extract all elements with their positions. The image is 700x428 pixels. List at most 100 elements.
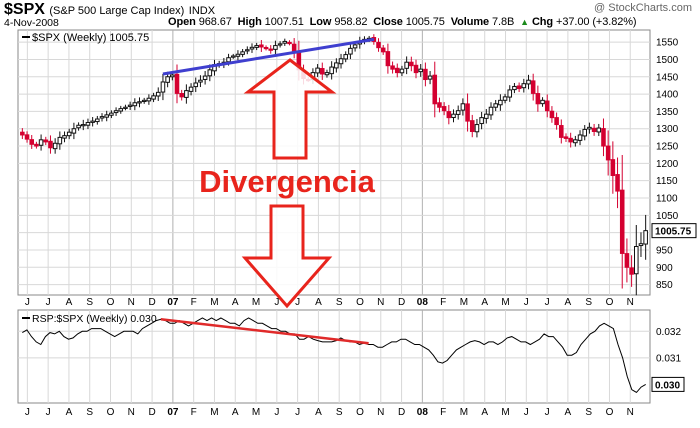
price-x-tick-label: A bbox=[66, 297, 73, 308]
price-last-value-box bbox=[651, 223, 697, 239]
rsp-x-tick-label: S bbox=[585, 407, 592, 418]
candle-body bbox=[437, 102, 442, 108]
candle-body bbox=[104, 114, 109, 118]
candle-body bbox=[512, 85, 517, 91]
exchange: INDX bbox=[188, 5, 216, 17]
candle-body bbox=[184, 90, 189, 98]
rsp-x-tick-label: A bbox=[481, 407, 488, 418]
candle-body bbox=[235, 53, 241, 57]
candle-body bbox=[151, 95, 156, 100]
candle-body bbox=[394, 67, 400, 74]
candle-body bbox=[38, 139, 44, 146]
rsp-x-tick-label: A bbox=[315, 407, 322, 418]
candle-body bbox=[66, 131, 72, 137]
price-y-tick-label: 1250 bbox=[656, 142, 679, 153]
price-x-tick-label: S bbox=[585, 297, 592, 308]
price-x-tick-label: J bbox=[46, 297, 51, 308]
rsp-legend-label: RSP:$SPX (Weekly) 0.030 bbox=[32, 313, 157, 325]
candle-body bbox=[577, 134, 583, 141]
high-value: 1007.51 bbox=[264, 16, 304, 28]
chg-arrow-icon: ▲ bbox=[520, 17, 529, 27]
candle-body bbox=[273, 45, 278, 50]
candle-body bbox=[99, 116, 105, 119]
rsp-x-tick-label: N bbox=[128, 407, 135, 418]
price-x-tick-label: M bbox=[460, 297, 468, 308]
candle-body bbox=[34, 143, 39, 147]
candle-body bbox=[174, 73, 180, 94]
candle-body bbox=[418, 68, 423, 73]
rsp-x-tick-label: 07 bbox=[167, 407, 179, 418]
candle-body bbox=[141, 99, 147, 103]
candle-body bbox=[432, 74, 438, 105]
price-trendline bbox=[162, 37, 375, 76]
candle-body bbox=[230, 55, 236, 58]
price-x-tick-label: N bbox=[627, 297, 634, 308]
price-y-tick-label: 1350 bbox=[656, 107, 679, 118]
rsp-y-tick-label: 0.032 bbox=[656, 327, 681, 338]
rsp-x-tick-label: J bbox=[295, 407, 300, 418]
candle-body bbox=[596, 127, 602, 133]
price-x-tick-label: D bbox=[398, 297, 405, 308]
candle-body bbox=[57, 136, 63, 145]
price-y-tick-label: 1500 bbox=[656, 55, 679, 66]
candle-body bbox=[521, 83, 527, 89]
volume-label: Volume bbox=[450, 16, 490, 28]
candle-body bbox=[109, 112, 114, 116]
candle-body bbox=[245, 49, 250, 52]
candle-body bbox=[90, 120, 95, 123]
price-x-tick-label: J bbox=[274, 297, 279, 308]
price-y-tick-label: 1150 bbox=[656, 176, 678, 187]
candle-body bbox=[498, 99, 503, 106]
candle-body bbox=[390, 65, 395, 70]
candle-body bbox=[516, 85, 522, 90]
candle-body bbox=[601, 128, 606, 147]
date: 4-Nov-2008 bbox=[4, 17, 59, 29]
candle-body bbox=[352, 44, 358, 49]
candle-body bbox=[160, 81, 166, 93]
candle-body bbox=[376, 41, 381, 49]
candle-body bbox=[137, 101, 142, 104]
close-label: Close bbox=[373, 16, 403, 28]
rsp-last-value-label: 0.030 bbox=[655, 380, 680, 391]
candle-body bbox=[24, 134, 30, 140]
candle-body bbox=[320, 68, 325, 75]
candle-body bbox=[118, 108, 124, 112]
price-x-tick-label: O bbox=[107, 297, 115, 308]
candle-body bbox=[348, 47, 353, 55]
price-x-tick-label: J bbox=[25, 297, 30, 308]
candle-body bbox=[329, 66, 334, 75]
low-value: 958.82 bbox=[334, 16, 368, 28]
price-x-tick-label: A bbox=[315, 297, 322, 308]
candle-body bbox=[324, 72, 330, 76]
rsp-x-tick-label: A bbox=[66, 407, 73, 418]
rsp-x-tick-label: O bbox=[606, 407, 614, 418]
candle-body bbox=[334, 62, 339, 69]
candle-body bbox=[605, 145, 611, 161]
candle-body bbox=[469, 120, 475, 132]
candle-body bbox=[484, 113, 489, 119]
candle-body bbox=[638, 243, 644, 247]
rsp-x-tick-label: A bbox=[232, 407, 239, 418]
rsp-last-value-box bbox=[651, 376, 685, 392]
candle-body bbox=[643, 230, 648, 245]
candle-body bbox=[282, 40, 288, 44]
chg-label: Chg bbox=[531, 16, 554, 28]
rsp-panel-frame bbox=[17, 309, 651, 404]
candle-body bbox=[385, 51, 391, 67]
candle-body bbox=[591, 127, 597, 132]
candle-body bbox=[277, 43, 283, 46]
price-y-tick-label: 1050 bbox=[656, 211, 679, 222]
candle-body bbox=[127, 104, 133, 107]
price-x-tick-label: O bbox=[606, 297, 614, 308]
candle-body bbox=[549, 110, 555, 119]
candle-body bbox=[20, 131, 25, 136]
candle-body bbox=[535, 93, 541, 105]
candle-body bbox=[610, 159, 616, 176]
copyright: @ StockCharts.com bbox=[594, 2, 692, 14]
candle-body bbox=[413, 64, 419, 74]
rsp-x-tick-label: F bbox=[440, 407, 446, 418]
rsp-x-tick-label: J bbox=[545, 407, 550, 418]
divergence-annotation: Divergencia bbox=[199, 164, 376, 199]
